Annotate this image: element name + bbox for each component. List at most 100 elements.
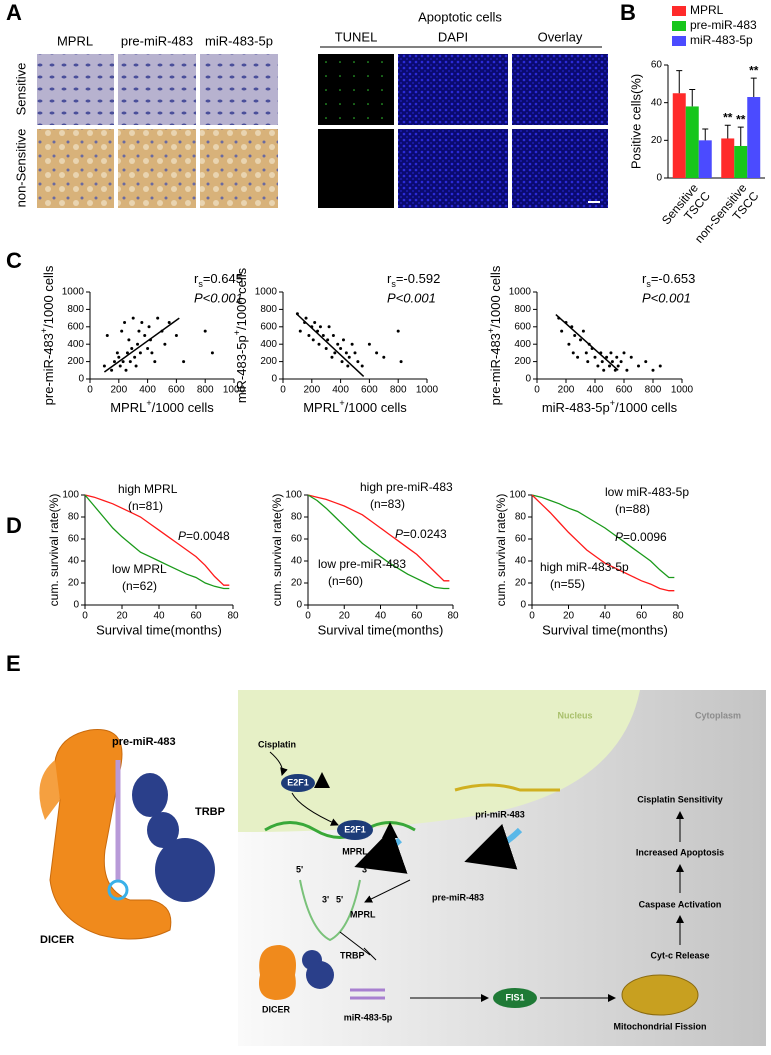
series-label: low miR-483-5p (605, 485, 689, 499)
micrograph (318, 54, 394, 125)
x-axis-title: Survival time(months) (542, 622, 668, 637)
y-tick-label: 100 (509, 490, 526, 501)
point (613, 368, 617, 372)
point (105, 334, 109, 337)
y-tick-label: 40 (68, 556, 80, 567)
point (313, 320, 317, 324)
error-bar (702, 128, 709, 141)
label: Caspase Activation (639, 899, 722, 909)
point (174, 334, 178, 337)
point (382, 355, 386, 359)
y-tick-label: 0 (656, 173, 662, 184)
point (336, 342, 340, 346)
label-part: pre-miR-483 (41, 333, 56, 405)
x-tick-label: 600 (168, 385, 185, 396)
protein (281, 774, 315, 792)
label-part: =0.0048 (186, 529, 230, 543)
label: TRBP (195, 806, 225, 818)
point (350, 342, 354, 346)
x-tick-label: 400 (332, 385, 349, 396)
label: DICER (40, 934, 74, 946)
axis-label: rs=-0.592 (387, 271, 440, 289)
point (396, 329, 400, 333)
arrow (291, 792, 339, 826)
point (123, 320, 127, 324)
series-n: (n=88) (615, 502, 650, 516)
point (600, 360, 604, 364)
label: MPRL (342, 846, 368, 856)
series-label: low pre-miR-483 (318, 557, 406, 571)
series-label: high MPRL (118, 482, 178, 496)
x-tick-label: 800 (197, 385, 214, 396)
x-tick-label: 20 (116, 611, 128, 622)
point (167, 320, 171, 324)
point (127, 338, 131, 342)
protein (493, 988, 537, 1008)
point (605, 355, 609, 359)
y-tick-label: 60 (68, 534, 80, 545)
label: 5' (296, 864, 303, 874)
x-axis-title: Survival time(months) (318, 622, 444, 637)
label: DICER (262, 1004, 291, 1014)
micrograph (512, 54, 608, 125)
label-part: /1000 cells (488, 265, 503, 328)
point (610, 360, 614, 364)
point (117, 355, 121, 359)
panel-label: E (6, 651, 21, 676)
trbp-shape (155, 838, 215, 902)
y-tick-label: 60 (651, 60, 663, 71)
bar (747, 97, 761, 178)
column-header: pre-miR-483 (121, 33, 193, 48)
survival-curve (531, 494, 675, 579)
trbp-shape (306, 961, 334, 989)
point (629, 355, 633, 359)
micrograph (200, 129, 278, 208)
panel-label: D (6, 513, 22, 538)
point (118, 364, 122, 368)
y-tick-label: 0 (271, 374, 277, 385)
dicer-shape (49, 729, 172, 940)
panel-e: pre-miR-483 TRBP DICER Nucleus Cytoplasm… (39, 690, 766, 1046)
x-tick-label: 0 (305, 611, 311, 622)
point (375, 351, 379, 355)
y-tick-label: 1000 (509, 287, 532, 298)
y-tick-label: 1000 (62, 287, 85, 298)
group-header: Apoptotic cells (418, 9, 502, 24)
x-tick-label: 40 (153, 611, 165, 622)
point (115, 351, 119, 355)
label: pre-miR-483 (112, 736, 176, 748)
label-part: + (486, 328, 496, 333)
point (571, 351, 575, 355)
legend-label: MPRL (690, 3, 724, 17)
x-tick-label: 1000 (416, 385, 439, 396)
y-tick-label: 80 (291, 512, 303, 523)
x-tick-label: 0 (529, 611, 535, 622)
x-tick-label: 20 (339, 611, 351, 622)
axis-label: P=0.0096 (615, 530, 667, 544)
point (609, 351, 613, 355)
label-part: =0.0243 (403, 527, 447, 541)
x-tick-label: 400 (139, 385, 156, 396)
point (586, 360, 590, 364)
label-part: s (391, 279, 396, 289)
rna (454, 783, 560, 792)
x-tick-label: 600 (361, 385, 378, 396)
point (340, 360, 344, 364)
label: E2F1 (287, 777, 309, 787)
row-label: non-Sensitive (13, 129, 28, 208)
point (182, 360, 186, 364)
micrograph (200, 54, 278, 125)
y-tick-label: 200 (514, 356, 531, 367)
y-tick-label: 800 (260, 304, 277, 315)
y-tick-label: 40 (515, 556, 527, 567)
fit-line (103, 317, 180, 373)
y-tick-label: 600 (67, 321, 84, 332)
inhibit (339, 931, 377, 961)
point (353, 351, 357, 355)
point (579, 338, 582, 342)
point (311, 338, 315, 342)
column-header: miR-483-5p (205, 33, 273, 48)
column-header: DAPI (438, 29, 468, 44)
label-part: =0.0096 (623, 530, 667, 544)
label-part: /1000 cells (41, 265, 56, 328)
